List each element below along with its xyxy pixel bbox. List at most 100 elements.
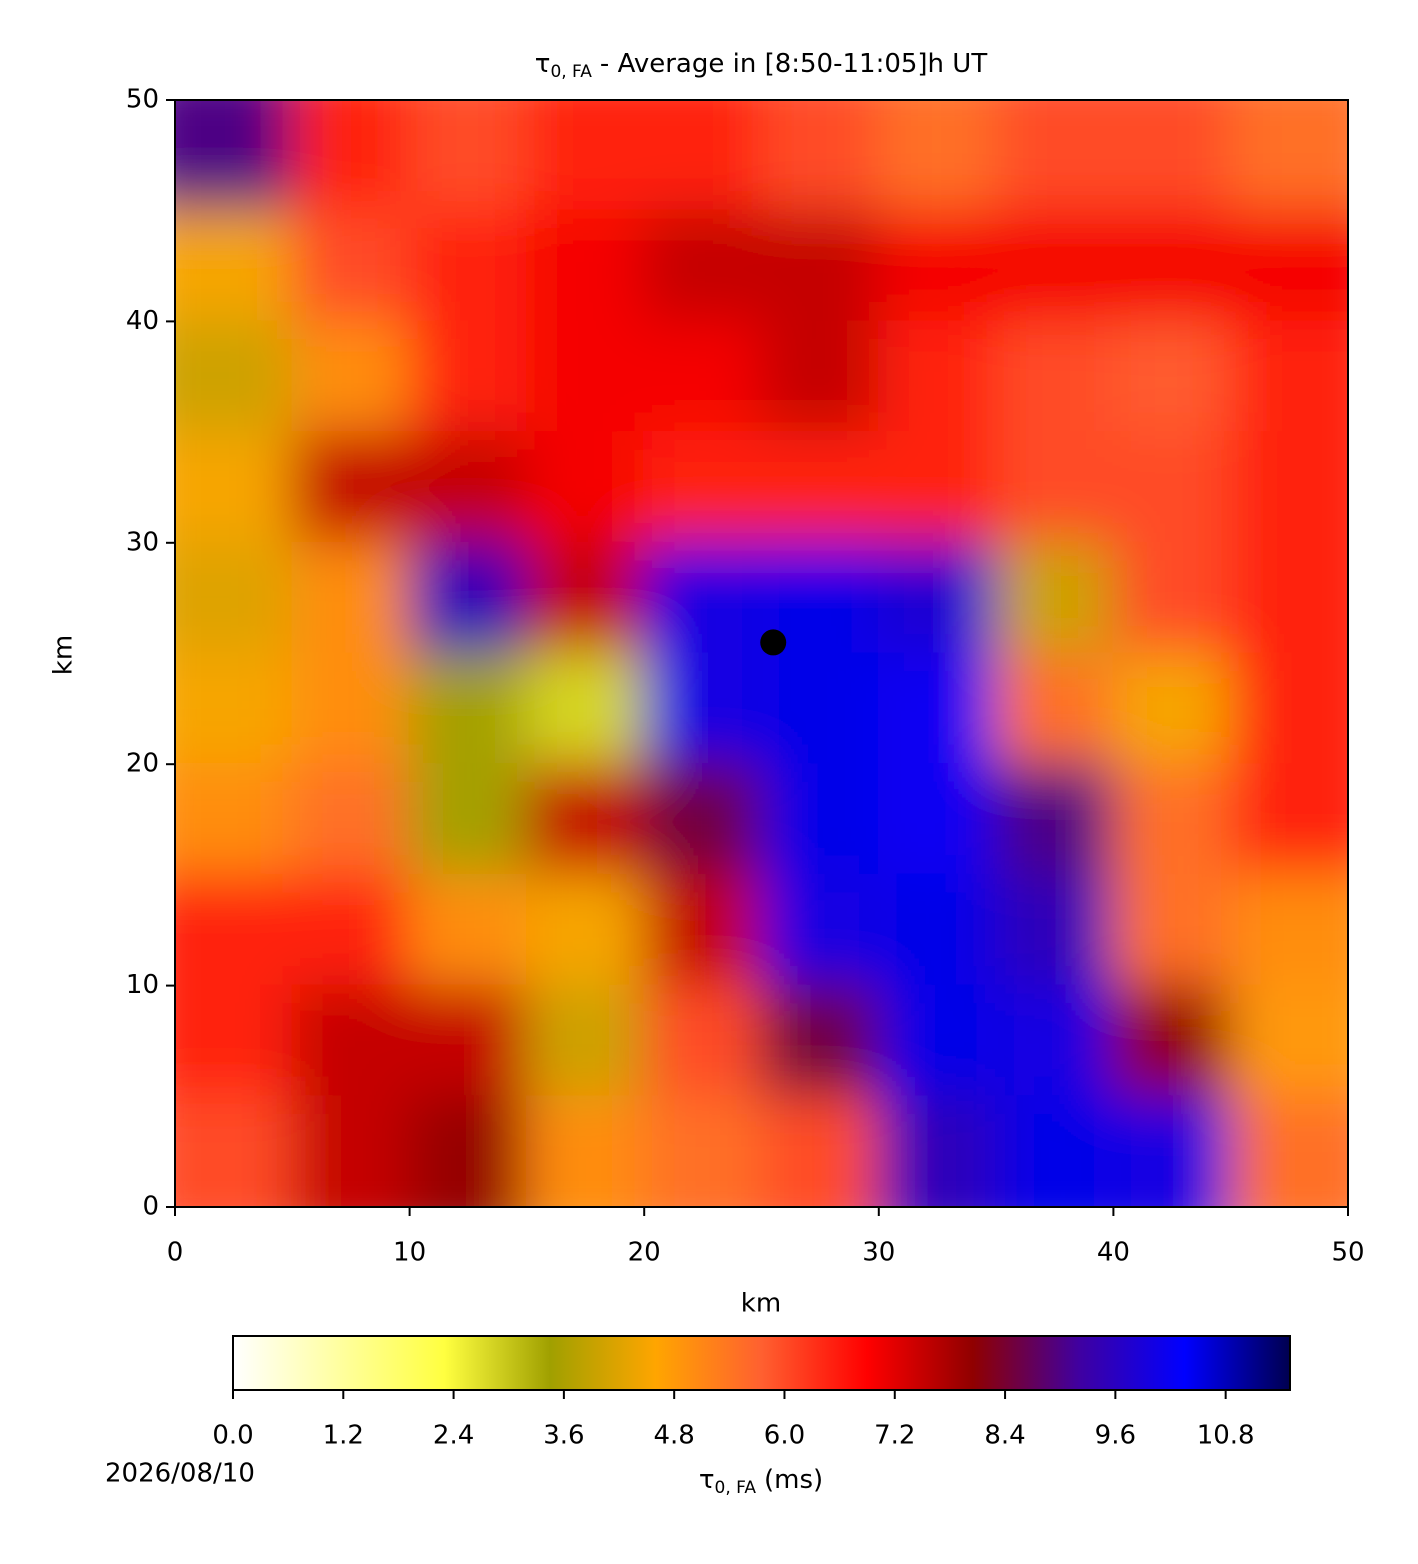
- heat-cell: [995, 100, 1115, 212]
- heat-cell: [525, 763, 646, 876]
- heat-cell: [995, 541, 1115, 655]
- heat-cell: [175, 320, 294, 434]
- heat-cell: [408, 100, 528, 212]
- heat-cell: [643, 431, 763, 544]
- heat-cell: [1112, 431, 1232, 544]
- heat-cell: [525, 100, 646, 212]
- heat-cell: [175, 100, 294, 212]
- y-tick-label: 30: [126, 527, 159, 557]
- heat-cell: [1112, 541, 1232, 655]
- heat-cell: [995, 320, 1115, 434]
- heat-cell: [760, 209, 880, 323]
- heat-cell: [877, 320, 998, 434]
- cbar-text: (ms): [764, 1465, 823, 1495]
- colorbar-tick-label: 10.8: [1197, 1421, 1255, 1451]
- heat-cell: [877, 431, 998, 544]
- x-tick-label: 20: [628, 1238, 661, 1268]
- colorbar: [232, 1335, 1291, 1391]
- heat-cell: [525, 541, 646, 655]
- heat-cell: [175, 541, 294, 655]
- x-tick-label: 10: [393, 1238, 426, 1268]
- heat-cell: [408, 652, 528, 766]
- heat-cell: [877, 984, 998, 1098]
- heat-cell: [175, 873, 294, 987]
- heat-cell: [291, 541, 411, 655]
- colorbar-tick-label: 8.4: [984, 1421, 1025, 1451]
- heat-cell: [877, 541, 998, 655]
- heat-cell: [291, 763, 411, 876]
- heat-cell: [995, 209, 1115, 323]
- heat-cell: [1229, 1095, 1348, 1207]
- heat-cell: [643, 984, 763, 1098]
- heat-cell: [408, 541, 528, 655]
- heat-cell: [291, 652, 411, 766]
- heat-cell: [408, 1095, 528, 1207]
- heat-cell: [760, 763, 880, 876]
- heat-cell: [408, 431, 528, 544]
- heat-cell: [1112, 209, 1232, 323]
- heat-cell: [1229, 873, 1348, 987]
- heat-cell: [1112, 1095, 1232, 1207]
- heat-cell: [408, 873, 528, 987]
- heat-cell: [1112, 100, 1232, 212]
- y-tick-label: 0: [142, 1192, 159, 1222]
- x-tick-label: 0: [167, 1238, 184, 1268]
- x-tick-label: 30: [862, 1238, 895, 1268]
- heat-cell: [760, 652, 880, 766]
- heat-cell: [175, 652, 294, 766]
- heat-cell: [1229, 763, 1348, 876]
- y-tick-label: 10: [126, 970, 159, 1000]
- heat-cell: [760, 873, 880, 987]
- heat-cell: [995, 652, 1115, 766]
- heatmap: [175, 100, 1348, 1207]
- heat-cell: [760, 100, 880, 212]
- heat-cell: [1112, 984, 1232, 1098]
- heat-cell: [1229, 100, 1348, 212]
- heat-cell: [643, 100, 763, 212]
- heat-cell: [291, 320, 411, 434]
- heat-cell: [1229, 320, 1348, 434]
- heat-cell: [1112, 320, 1232, 434]
- x-axis-label: km: [741, 1289, 781, 1319]
- heat-cell: [525, 984, 646, 1098]
- heat-cell: [525, 209, 646, 323]
- heat-cell: [525, 431, 646, 544]
- heat-cell: [525, 873, 646, 987]
- heat-cell: [175, 1095, 294, 1207]
- x-tick-label: 50: [1331, 1238, 1364, 1268]
- cbar-symbol: τ: [699, 1465, 715, 1495]
- cbar-subscript: 0, FA: [715, 1478, 757, 1498]
- heat-cell: [175, 431, 294, 544]
- chart-title: τ0, FA - Average in [8:50-11:05]h UT: [535, 49, 988, 83]
- heat-cell: [643, 763, 763, 876]
- heat-cell: [175, 209, 294, 323]
- y-tick-label: 20: [126, 749, 159, 779]
- colorbar-tick-label: 7.2: [874, 1421, 915, 1451]
- heat-cell: [291, 100, 411, 212]
- heat-cell: [175, 763, 294, 876]
- y-axis-label: km: [49, 635, 79, 675]
- heat-cell: [995, 984, 1115, 1098]
- heat-cell: [877, 873, 998, 987]
- title-text: - Average in [8:50-11:05]h UT: [600, 49, 987, 79]
- site-marker: [760, 629, 787, 656]
- heat-cell: [995, 763, 1115, 876]
- heat-cell: [643, 652, 763, 766]
- heat-cell: [408, 209, 528, 323]
- heat-cell: [643, 541, 763, 655]
- colorbar-tick-label: 4.8: [654, 1421, 695, 1451]
- heat-cell: [1112, 873, 1232, 987]
- heat-cell: [291, 431, 411, 544]
- heat-cell: [408, 984, 528, 1098]
- colorbar-label: τ0, FA (ms): [699, 1465, 823, 1499]
- colorbar-tick-label: 2.4: [433, 1421, 474, 1451]
- heat-cell: [1112, 763, 1232, 876]
- heat-cell: [1112, 652, 1232, 766]
- colorbar-tick-label: 3.6: [543, 1421, 584, 1451]
- colorbar-tick-label: 9.6: [1095, 1421, 1136, 1451]
- x-tick-label: 40: [1097, 1238, 1130, 1268]
- heat-cell: [877, 209, 998, 323]
- heat-cell: [408, 763, 528, 876]
- heat-cell: [643, 1095, 763, 1207]
